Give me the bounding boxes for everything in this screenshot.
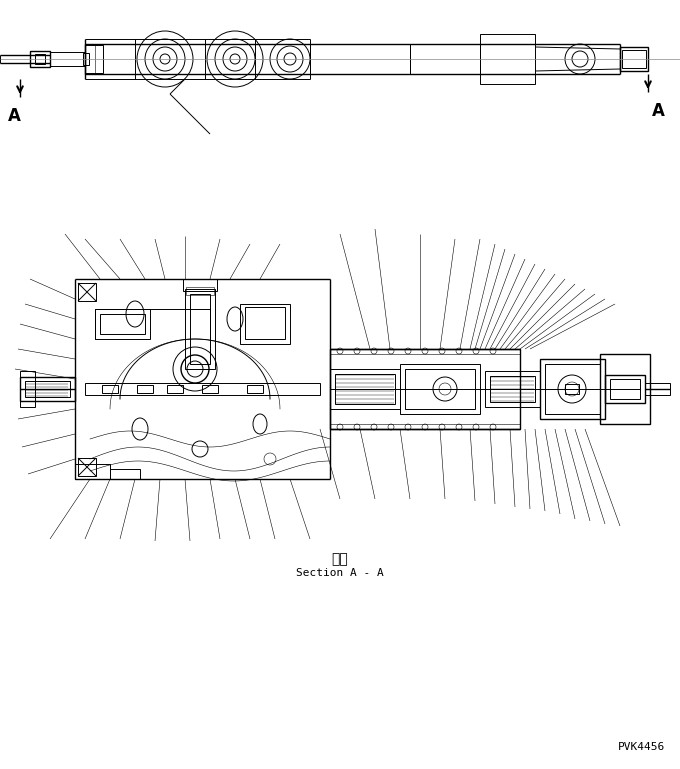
Bar — [247, 385, 263, 393]
Bar — [405, 369, 475, 409]
Bar — [75, 464, 110, 479]
Bar — [35, 54, 45, 64]
Bar — [167, 385, 183, 393]
Text: Section A - A: Section A - A — [296, 568, 384, 578]
Bar — [330, 369, 400, 409]
Bar — [83, 53, 89, 65]
Bar — [330, 349, 520, 429]
Bar — [202, 385, 218, 393]
Bar — [540, 359, 605, 419]
Bar — [20, 371, 35, 407]
Bar — [620, 47, 648, 71]
Bar — [110, 469, 140, 479]
Text: A: A — [652, 102, 665, 120]
Bar — [100, 314, 145, 334]
Bar — [485, 371, 540, 407]
Bar — [137, 385, 153, 393]
Bar — [102, 385, 118, 393]
Bar — [190, 294, 210, 364]
Bar — [78, 283, 96, 301]
Bar — [490, 376, 535, 402]
Bar — [335, 374, 395, 404]
Bar — [565, 384, 579, 394]
Bar — [605, 375, 645, 403]
Bar — [310, 44, 410, 74]
Bar — [95, 309, 150, 339]
Bar — [600, 354, 650, 424]
Bar — [410, 44, 480, 74]
Bar — [240, 304, 290, 344]
Bar — [400, 364, 480, 414]
Bar — [185, 289, 215, 369]
Bar — [645, 383, 670, 395]
Text: PVK4456: PVK4456 — [617, 742, 665, 752]
Text: A: A — [8, 107, 21, 125]
Bar — [545, 364, 600, 414]
Bar — [183, 279, 217, 291]
Bar — [85, 45, 103, 73]
Bar — [85, 383, 320, 395]
Bar — [78, 458, 96, 476]
Bar — [610, 379, 640, 399]
Bar — [622, 50, 646, 68]
Bar — [25, 381, 70, 397]
Text: 断面: 断面 — [332, 552, 348, 566]
Bar — [30, 51, 50, 67]
Bar — [20, 377, 75, 401]
Bar — [186, 287, 214, 295]
Bar — [480, 34, 535, 84]
Bar — [245, 307, 285, 339]
